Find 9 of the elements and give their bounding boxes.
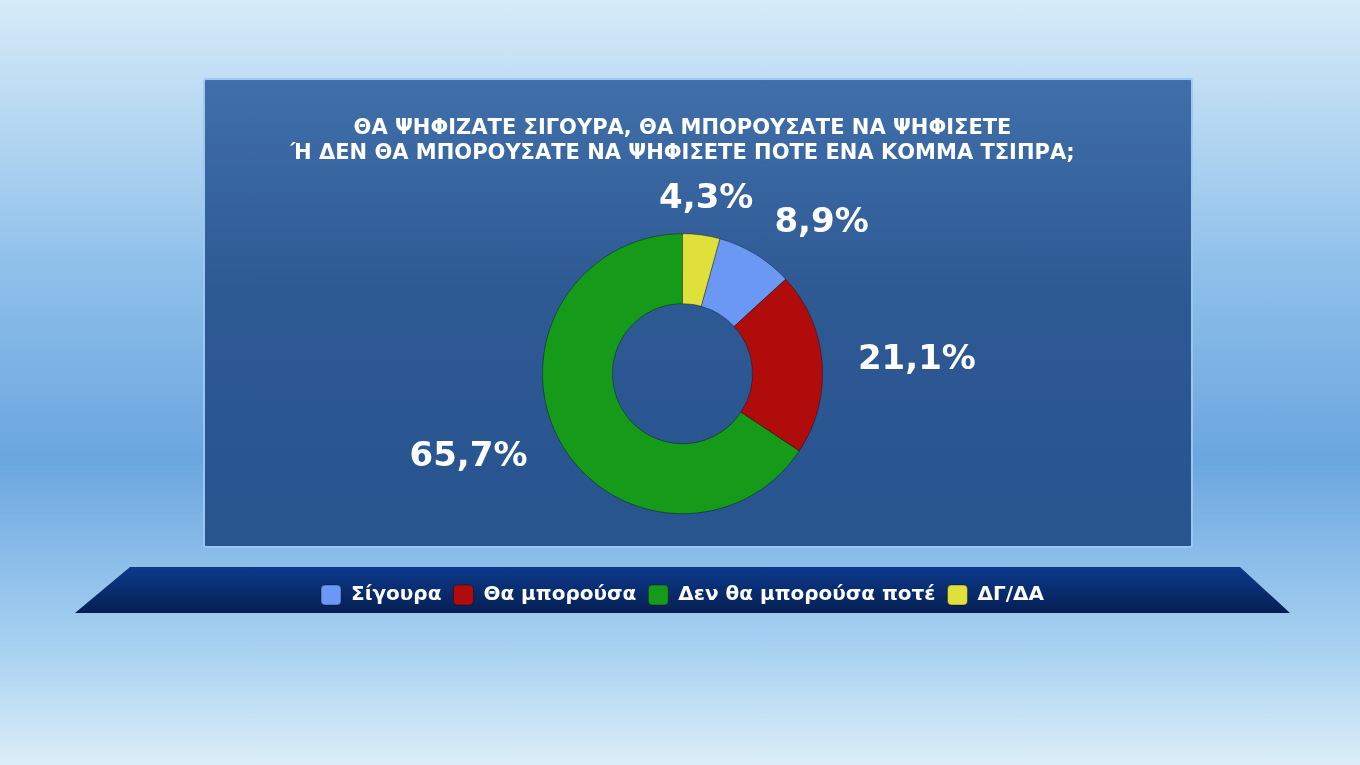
legend-label: Θα μπορούσα: [483, 581, 637, 606]
data-label: 65,7%: [409, 433, 528, 474]
legend-label: ΔΓ/ΔΑ: [977, 581, 1045, 606]
legend-label: Σίγουρα: [351, 581, 442, 606]
data-label: 4,3%: [659, 176, 754, 217]
chart-title: ΘΑ ΨΗΦΙΖΑΤΕ ΣΙΓΟΥΡΑ, ΘΑ ΜΠΟΡΟΥΣΑΤΕ ΝΑ ΨΗΦΙΣΕΤΕ Ή ΔΕΝ ΘΑ ΜΠΟΡΟΥΣΑΤΕ ΝΑ ΨΗΦΙΣΕΤΕ ΠΟΤΕ ΕΝΑ ΚΟΜΜΑ ΤΣΙΠΡΑ;: [289, 115, 1075, 165]
legend-label: Δεν θα μπορούσα ποτέ: [678, 581, 936, 606]
data-label: 21,1%: [857, 336, 976, 377]
data-label: 8,9%: [774, 200, 869, 241]
